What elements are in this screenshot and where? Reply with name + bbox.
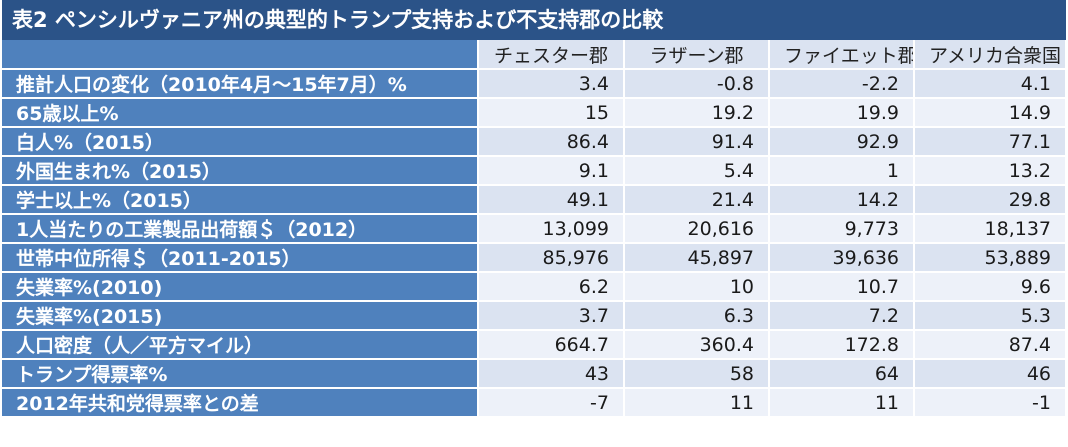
data-cell: 13.2 <box>914 156 1067 186</box>
data-cell: 13,099 <box>478 214 625 244</box>
data-cell: -0.8 <box>624 69 770 99</box>
data-cell: 5.4 <box>624 156 770 186</box>
table-row: 白人%（2015） 86.4 91.4 92.9 77.1 <box>2 127 1067 157</box>
data-cell: 64 <box>769 359 915 389</box>
table-row: 失業率%(2010) 6.2 10 10.7 9.6 <box>2 272 1067 302</box>
data-cell: 15 <box>478 98 625 128</box>
data-cell: 77.1 <box>914 127 1067 157</box>
data-cell: 7.2 <box>769 301 915 331</box>
column-header: ラザーン郡 <box>624 40 770 70</box>
table-title: 表2 ペンシルヴァニア州の典型的トランプ支持および不支持郡の比較 <box>2 0 1066 40</box>
data-cell: 11 <box>624 388 770 418</box>
data-cell: 3.7 <box>478 301 625 331</box>
data-cell: -1 <box>914 388 1067 418</box>
data-cell: 46 <box>914 359 1067 389</box>
row-label: 1人当たりの工業製品出荷額＄（2012） <box>2 214 479 244</box>
data-cell: 58 <box>624 359 770 389</box>
table-row: 外国生まれ%（2015） 9.1 5.4 1 13.2 <box>2 156 1067 186</box>
row-label: トランプ得票率% <box>2 359 479 389</box>
data-cell: 360.4 <box>624 330 770 360</box>
row-label: 失業率%(2010) <box>2 272 479 302</box>
corner-cell <box>2 40 479 70</box>
table-row: 学士以上%（2015） 49.1 21.4 14.2 29.8 <box>2 185 1067 215</box>
data-cell: 4.1 <box>914 69 1067 99</box>
data-cell: 39,636 <box>769 243 915 273</box>
data-cell: 10.7 <box>769 272 915 302</box>
data-cell: 43 <box>478 359 625 389</box>
data-cell: 664.7 <box>478 330 625 360</box>
data-cell: 6.3 <box>624 301 770 331</box>
table-row: 人口密度（人／平方マイル） 664.7 360.4 172.8 87.4 <box>2 330 1067 360</box>
column-header: アメリカ合衆国 <box>914 40 1067 70</box>
data-cell: 29.8 <box>914 185 1067 215</box>
data-cell: 172.8 <box>769 330 915 360</box>
comparison-table: チェスター郡 ラザーン郡 ファイエット郡 アメリカ合衆国 推計人口の変化（201… <box>2 40 1067 418</box>
data-cell: 18,137 <box>914 214 1067 244</box>
data-cell: 53,889 <box>914 243 1067 273</box>
row-label: 失業率%(2015) <box>2 301 479 331</box>
table-row: 65歳以上% 15 19.2 19.9 14.9 <box>2 98 1067 128</box>
data-cell: 87.4 <box>914 330 1067 360</box>
data-cell: 1 <box>769 156 915 186</box>
row-label: 外国生まれ%（2015） <box>2 156 479 186</box>
table-row: 推計人口の変化（2010年4月～15年7月）% 3.4 -0.8 -2.2 4.… <box>2 69 1067 99</box>
row-label: 学士以上%（2015） <box>2 185 479 215</box>
data-cell: 9.1 <box>478 156 625 186</box>
table-row: 1人当たりの工業製品出荷額＄（2012） 13,099 20,616 9,773… <box>2 214 1067 244</box>
data-cell: 85,976 <box>478 243 625 273</box>
data-cell: 3.4 <box>478 69 625 99</box>
data-cell: 5.3 <box>914 301 1067 331</box>
data-cell: 86.4 <box>478 127 625 157</box>
data-cell: 49.1 <box>478 185 625 215</box>
data-cell: -7 <box>478 388 625 418</box>
data-cell: 10 <box>624 272 770 302</box>
data-cell: 9.6 <box>914 272 1067 302</box>
row-label: 世帯中位所得＄（2011-2015） <box>2 243 479 273</box>
data-cell: 14.9 <box>914 98 1067 128</box>
data-cell: 14.2 <box>769 185 915 215</box>
row-label: 推計人口の変化（2010年4月～15年7月）% <box>2 69 479 99</box>
data-cell: 6.2 <box>478 272 625 302</box>
table-row: 2012年共和党得票率との差 -7 11 11 -1 <box>2 388 1067 418</box>
data-cell: 20,616 <box>624 214 770 244</box>
data-cell: 11 <box>769 388 915 418</box>
row-label: 白人%（2015） <box>2 127 479 157</box>
data-cell: -2.2 <box>769 69 915 99</box>
column-header: ファイエット郡 <box>769 40 915 70</box>
row-label: 人口密度（人／平方マイル） <box>2 330 479 360</box>
row-label: 65歳以上% <box>2 98 479 128</box>
data-cell: 92.9 <box>769 127 915 157</box>
table-row: 世帯中位所得＄（2011-2015） 85,976 45,897 39,636 … <box>2 243 1067 273</box>
row-label: 2012年共和党得票率との差 <box>2 388 479 418</box>
data-cell: 21.4 <box>624 185 770 215</box>
header-row: チェスター郡 ラザーン郡 ファイエット郡 アメリカ合衆国 <box>2 40 1067 70</box>
data-cell: 91.4 <box>624 127 770 157</box>
data-cell: 45,897 <box>624 243 770 273</box>
data-cell: 19.2 <box>624 98 770 128</box>
table-row: トランプ得票率% 43 58 64 46 <box>2 359 1067 389</box>
column-header: チェスター郡 <box>478 40 625 70</box>
data-cell: 9,773 <box>769 214 915 244</box>
data-cell: 19.9 <box>769 98 915 128</box>
table-row: 失業率%(2015) 3.7 6.3 7.2 5.3 <box>2 301 1067 331</box>
